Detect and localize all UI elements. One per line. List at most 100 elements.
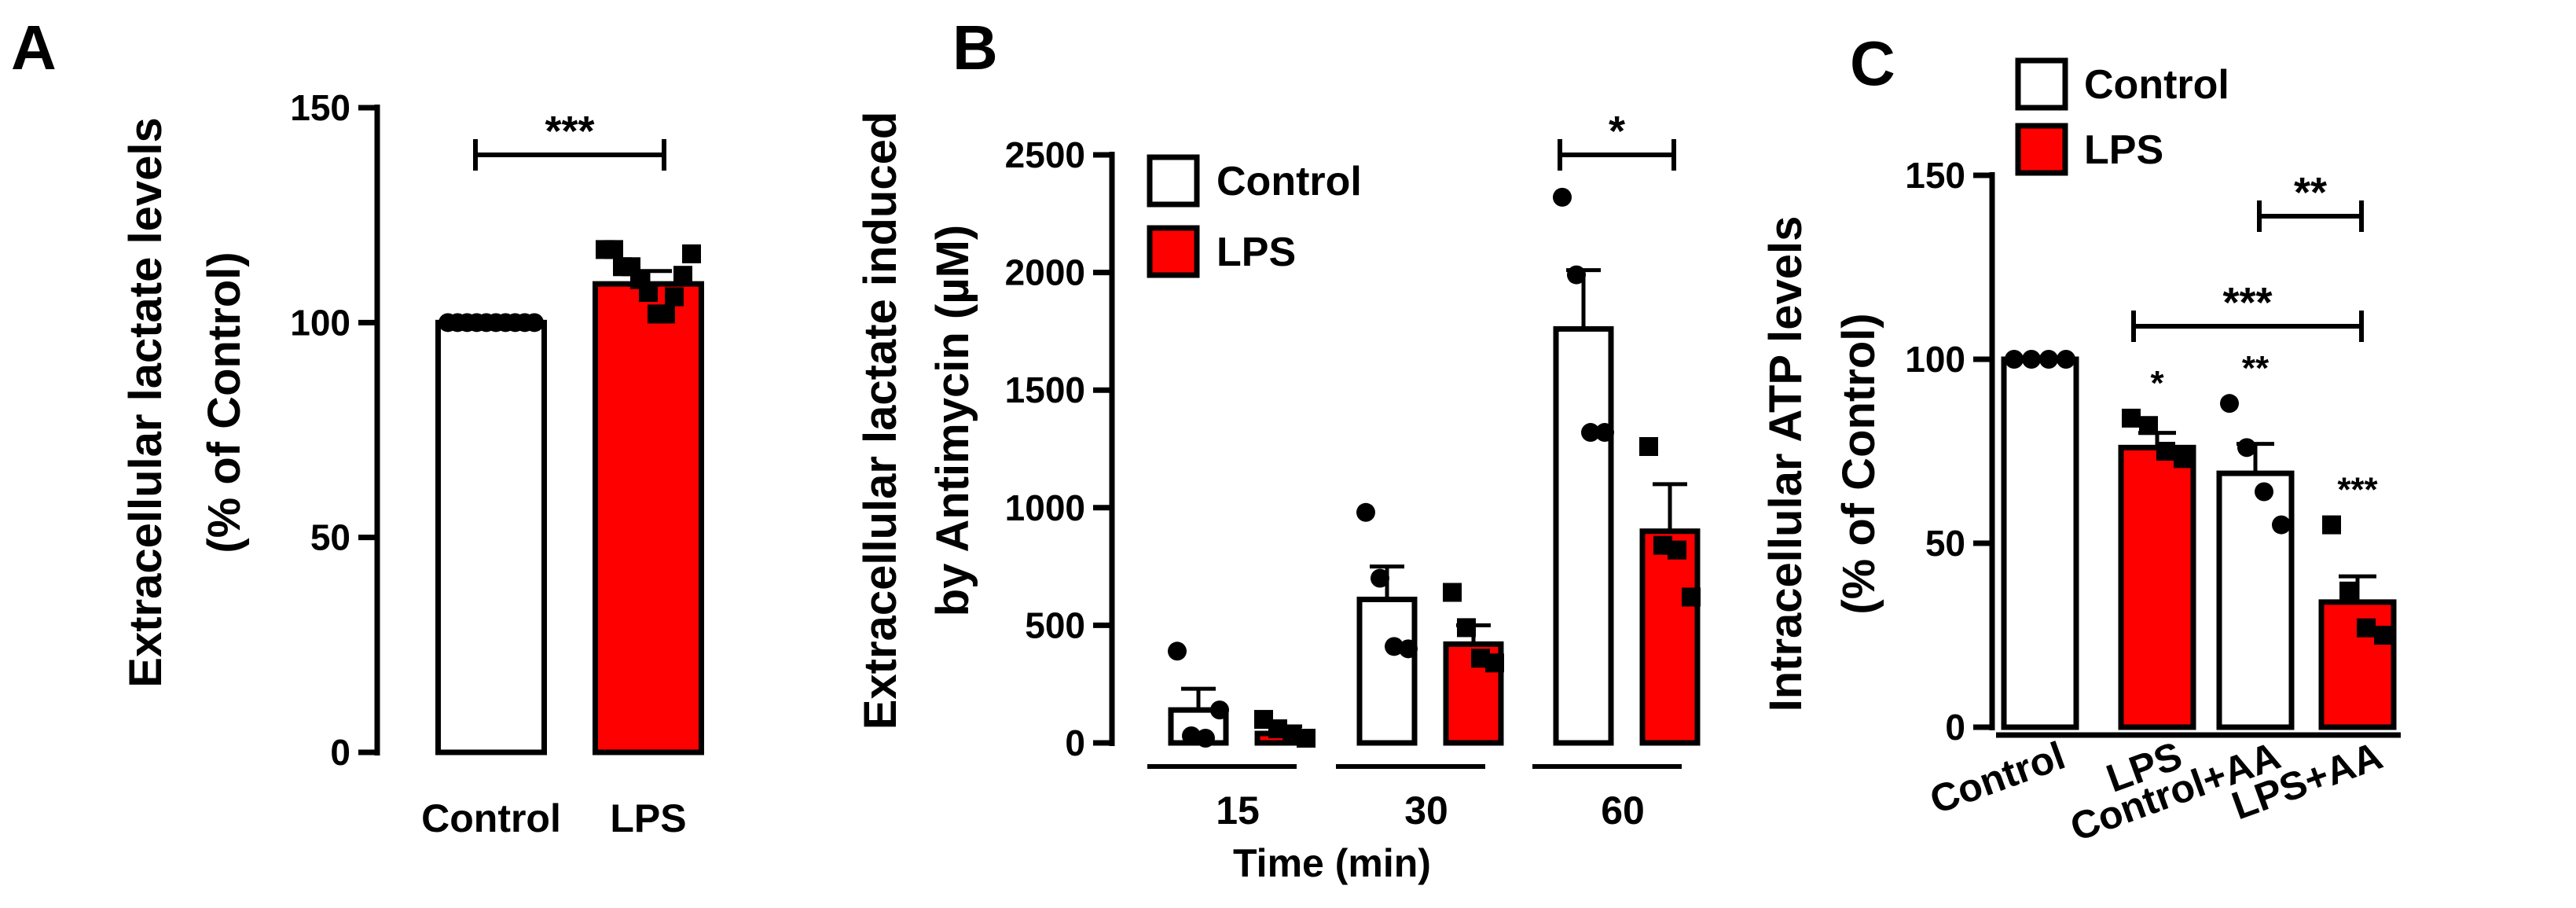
c-bar (2118, 444, 2196, 730)
b-y-tick-label: 0 (1065, 722, 1085, 763)
b-bar (1553, 325, 1614, 746)
panel-c-plot: 050100150Control*LPS**Control+AA***LPS+A… (1905, 155, 2401, 850)
b-data-point (1668, 540, 1686, 560)
b-data-point (1553, 187, 1572, 207)
c-data-point (2322, 515, 2341, 535)
c-sig-label: *** (2222, 279, 2272, 326)
c-data-point (2237, 438, 2256, 458)
panel-b-plot: 0 500 1000 1500 2000 2500 15 30 60 * (1005, 108, 1701, 833)
a-y-tick-label: 0 (330, 732, 350, 773)
panel-a-letter: A (11, 13, 57, 83)
panel-c: C Intracellular ATP levels (% of Control… (1760, 28, 2401, 850)
panel-a-plot: 0 50 100 150 Control LPS *** (290, 87, 704, 840)
panel-c-legend: Control LPS (2015, 57, 2229, 176)
b-data-point (1639, 437, 1658, 457)
a-data-point (656, 304, 675, 324)
legend-b-lps-swatch (1147, 225, 1200, 278)
a-x-tick-label: Control (421, 796, 561, 840)
a-data-point (604, 240, 623, 259)
c-data-point (2005, 350, 2024, 369)
c-data-point (2339, 581, 2358, 601)
a-x-tick-label: LPS (610, 796, 686, 840)
panel-b-letter: B (952, 13, 998, 83)
legend-c-control-label: Control (2084, 62, 2229, 108)
a-data-point (673, 266, 692, 285)
b-data-point (1682, 587, 1701, 607)
c-bar-sig-label: *** (2337, 471, 2378, 509)
c-bar-sig-label: ** (2242, 349, 2270, 388)
c-data-point (2122, 408, 2141, 428)
b-data-point (1297, 729, 1316, 748)
panel-b-ylabel-line1: Extracellular lactate induced (855, 112, 906, 730)
a-y-tick-label: 100 (290, 302, 350, 343)
b-data-point (1457, 618, 1476, 638)
panel-b-ylabel-line2: by Antimycin (µM) (927, 225, 978, 617)
c-data-point (2022, 350, 2041, 369)
c-data-point (2220, 394, 2239, 414)
b-x-tick-label: 30 (1404, 789, 1448, 833)
c-data-point (2057, 350, 2075, 369)
c-y-tick-label: 0 (1945, 707, 1965, 748)
panel-a: A Extracellular lactate levels (% of Con… (11, 13, 704, 840)
b-data-point (1399, 639, 1418, 659)
b-data-point (1182, 726, 1201, 746)
a-bar (593, 281, 704, 755)
panel-b-legend: Control LPS (1147, 154, 1362, 278)
b-data-point (1595, 423, 1614, 443)
c-data-point (2272, 515, 2291, 535)
c-data-point (2174, 449, 2193, 469)
a-y-tick-label: 50 (310, 517, 350, 558)
b-data-point (1485, 653, 1504, 673)
legend-b-lps-label: LPS (1216, 230, 1296, 275)
c-data-point (2139, 416, 2158, 436)
c-bar (2001, 356, 2079, 730)
b-bar (1356, 596, 1418, 746)
legend-b-control-swatch (1147, 154, 1200, 208)
c-data-point (2156, 442, 2175, 461)
b-data-point (1581, 423, 1600, 443)
c-data-point (2374, 626, 2393, 645)
c-sig-label: ** (2294, 169, 2327, 216)
b-y-tick-label: 2000 (1005, 252, 1085, 293)
c-y-tick-label: 150 (1905, 155, 1965, 196)
a-data-point (639, 283, 658, 303)
a-data-point (665, 287, 684, 307)
b-data-point (1168, 641, 1187, 661)
b-data-point (1210, 700, 1229, 720)
b-data-point (1567, 265, 1586, 285)
c-data-point (2255, 482, 2273, 502)
panel-c-ylabel-line2: (% of Control) (1833, 313, 1884, 614)
c-bar (2216, 470, 2295, 730)
b-y-tick-label: 2500 (1005, 134, 1085, 175)
a-data-point (682, 244, 701, 263)
b-data-point (1356, 502, 1375, 522)
b-y-tick-label: 1500 (1005, 369, 1085, 410)
panel-a-ylabel-line1: Extracellular lactate levels (120, 117, 171, 687)
panel-c-letter: C (1850, 28, 1895, 98)
legend-c-lps-label: LPS (2084, 127, 2163, 173)
b-x-tick-label: 60 (1601, 789, 1645, 833)
a-data-point (525, 313, 544, 333)
c-data-point (2039, 350, 2058, 369)
a-y-tick-label: 150 (290, 87, 350, 128)
c-data-point (2357, 618, 2376, 638)
a-bar (435, 319, 547, 755)
b-y-tick-label: 1000 (1005, 487, 1085, 528)
c-y-tick-label: 100 (1905, 339, 1965, 380)
legend-c-lps-swatch (2015, 123, 2068, 176)
legend-b-control-label: Control (1216, 159, 1362, 204)
c-bar-sig-label: * (2150, 364, 2164, 403)
b-data-point (1196, 729, 1215, 748)
b-y-tick-label: 500 (1025, 605, 1085, 645)
a-sig-label: *** (545, 108, 594, 155)
b-x-tick-label: 15 (1216, 789, 1260, 833)
c-y-tick-label: 50 (1925, 523, 1965, 564)
panel-c-ylabel-line1: Intracellular ATP levels (1760, 216, 1811, 712)
b-sig-label: * (1609, 108, 1625, 155)
b-data-point (1443, 583, 1462, 602)
b-bar (1639, 528, 1701, 746)
b-data-point (1385, 637, 1404, 656)
panel-b: B Extracellular lactate induced by Antim… (855, 13, 1701, 885)
panel-b-xlabel: Time (min) (1233, 841, 1431, 885)
